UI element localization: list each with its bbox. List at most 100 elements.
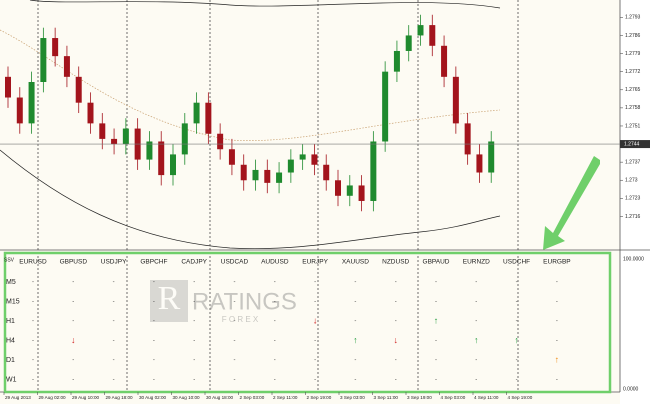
candle-body [311, 154, 318, 165]
indicator-title: SSV [4, 257, 15, 263]
candle-body [441, 45, 448, 77]
signal-empty: - [354, 319, 356, 325]
signal-empty: - [314, 358, 316, 364]
signal-empty: - [234, 319, 236, 325]
signal-arrow: ↑ [434, 315, 439, 325]
indicator-scale-bottom: 0.0000 [623, 386, 639, 392]
signal-empty: - [274, 319, 276, 325]
signal-empty: - [153, 377, 155, 383]
signal-empty: - [435, 299, 437, 305]
signal-empty: - [516, 280, 518, 286]
signal-empty: - [435, 338, 437, 344]
candle-body [452, 76, 459, 124]
signal-empty: - [113, 280, 115, 286]
x-tick-label: 30 Aug 02:00 [139, 395, 167, 400]
timeframe-label: M15 [6, 298, 20, 305]
signal-empty: - [556, 338, 558, 344]
candle-body [393, 50, 400, 72]
candle-body [429, 25, 436, 46]
signal-empty: - [72, 299, 74, 305]
watermark-sub: F O R E X [222, 315, 259, 324]
symbol-header: GBPUSD [60, 259, 88, 266]
signal-empty: - [113, 377, 115, 383]
candle-body [99, 123, 106, 139]
x-tick-label: 29 Aug 18:00 [106, 395, 134, 400]
candle-body [52, 38, 59, 57]
candle-body [287, 159, 294, 173]
watermark-logo: R [158, 280, 181, 317]
candle-body [63, 56, 70, 77]
signal-empty: - [193, 299, 195, 305]
signal-empty: - [516, 377, 518, 383]
candle-body [111, 138, 118, 145]
signal-empty: - [113, 299, 115, 305]
day-separators [37, 0, 519, 392]
candle-body [405, 35, 412, 51]
signal-arrow: ↓ [313, 315, 318, 325]
signal-empty: - [72, 358, 74, 364]
candle-body [276, 172, 283, 183]
signal-empty: - [153, 280, 155, 286]
symbol-header: EURNZD [463, 259, 490, 266]
signal-empty: - [516, 319, 518, 325]
y-tick-label: 1.2751 [625, 123, 641, 129]
signal-empty: - [435, 377, 437, 383]
signal-empty: - [193, 377, 195, 383]
signal-empty: - [32, 377, 34, 383]
signal-empty: - [395, 377, 397, 383]
x-tick-label: 3 Sep 03:00 [340, 395, 365, 400]
y-tick-label: 1.2786 [625, 33, 641, 39]
candle-body [417, 25, 424, 36]
candles [5, 14, 495, 212]
symbol-header: GBPCHF [140, 259, 167, 266]
candle-body [122, 128, 129, 145]
signal-empty: - [475, 319, 477, 325]
candle-body [5, 76, 11, 98]
symbol-header: EURJPY [302, 259, 328, 266]
symbol-header: CADJPY [181, 259, 207, 266]
signal-empty: - [354, 358, 356, 364]
signal-empty: - [234, 280, 236, 286]
signal-empty: - [354, 280, 356, 286]
signal-empty: - [113, 319, 115, 325]
candle-body [240, 164, 247, 181]
symbol-header: USDCHF [503, 259, 530, 266]
candle-body [158, 141, 165, 176]
signal-empty: - [274, 377, 276, 383]
symbol-header: USDCAD [221, 259, 249, 266]
signal-empty: - [274, 299, 276, 305]
signal-empty: - [516, 358, 518, 364]
signal-empty: - [274, 358, 276, 364]
x-tick-label: 29 Aug 10:00 [72, 395, 100, 400]
signal-empty: - [193, 358, 195, 364]
signal-empty: - [32, 358, 34, 364]
signal-empty: - [234, 299, 236, 305]
signal-empty: - [314, 299, 316, 305]
y-tick-label: 1.273 [625, 178, 638, 184]
y-tick-label: 1.2723 [625, 196, 641, 202]
candle-body [488, 141, 495, 173]
signal-empty: - [274, 280, 276, 286]
y-tick-label: 1.2765 [625, 87, 641, 93]
signal-empty: - [395, 319, 397, 325]
x-tick-label: 4 Sep 11:00 [474, 395, 499, 400]
signal-empty: - [556, 377, 558, 383]
symbol-header: USDJPY [101, 259, 127, 266]
symbol-header: AUDUSD [261, 259, 289, 266]
signal-empty: - [113, 338, 115, 344]
x-tick-label: 29 Aug 02:00 [39, 395, 67, 400]
y-tick-label: 1.2772 [625, 69, 641, 75]
x-tick-label: 2 Sep 03:00 [240, 395, 265, 400]
timeframe-label: M5 [6, 279, 16, 286]
candle-body [358, 185, 365, 201]
signal-empty: - [556, 280, 558, 286]
timeframe-label: H4 [6, 337, 15, 344]
signal-empty: - [274, 338, 276, 344]
x-tick-label: 4 Sep 19:00 [508, 395, 533, 400]
candle-body [346, 185, 353, 196]
signal-empty: - [314, 377, 316, 383]
symbol-header: EURGBP [543, 259, 570, 266]
signal-empty: - [314, 338, 316, 344]
